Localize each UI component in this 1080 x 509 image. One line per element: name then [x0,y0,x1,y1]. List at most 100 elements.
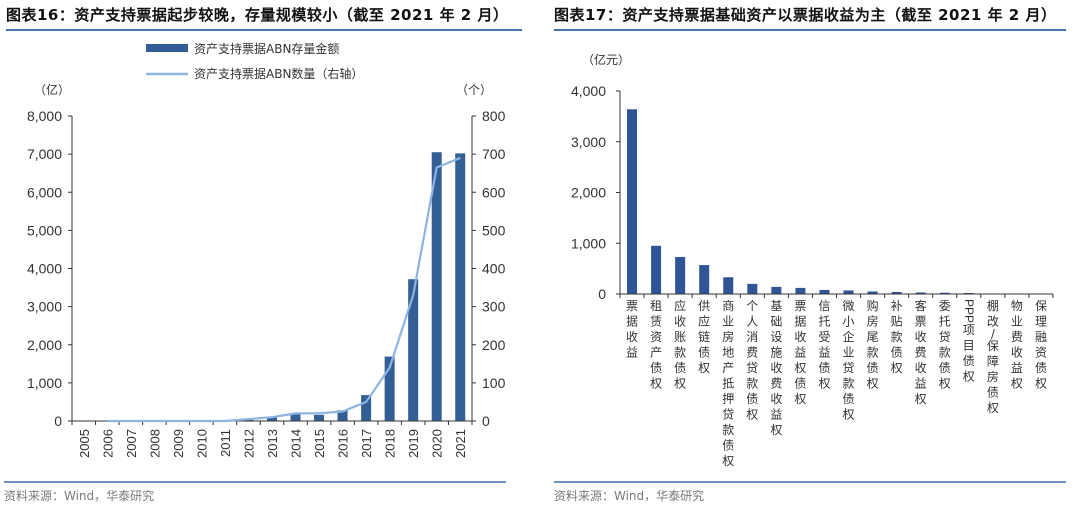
svg-text:购: 购 [867,298,879,313]
svg-text:权: 权 [1011,377,1023,391]
svg-text:资: 资 [1035,346,1047,360]
left-chart-panel: 图表16：资产支持票据起步较晚，存量规模较小（截至 2021 年 2 月） 资产… [4,6,522,503]
x-tick-label: 2006 [100,429,115,458]
svg-text:保: 保 [987,339,999,353]
svg-text:债: 债 [843,392,855,406]
svg-text:益: 益 [1011,361,1023,375]
y-tick-label: 4,000 [571,83,606,99]
svg-text:权: 权 [963,370,975,384]
svg-text:PPP: PPP [962,299,976,323]
svg-text:产: 产 [722,361,734,375]
svg-text:收: 收 [794,330,806,344]
svg-text:微: 微 [843,299,855,313]
svg-text:贷: 贷 [746,361,758,375]
right-y-tick-label: 0 [482,413,490,429]
x-tick-label: 2013 [265,429,280,458]
x-tick-label: 2007 [124,429,139,458]
svg-text:业: 业 [1011,315,1023,329]
bar-2019 [408,279,419,421]
svg-text:棚: 棚 [987,298,999,313]
svg-text:款: 款 [939,346,951,360]
svg-text:票: 票 [794,299,806,313]
svg-text:益: 益 [818,346,830,360]
svg-text:补: 补 [891,299,903,313]
svg-text:权: 权 [867,377,879,391]
svg-text:应: 应 [674,298,686,313]
svg-text:据: 据 [794,315,806,329]
bar-个人消费贷款债权 [747,283,758,294]
y-tick-label: 2,000 [571,185,606,201]
right-axis-unit: （个） [456,83,492,97]
bar-基础设施收费收益权 [771,286,782,294]
y-axis-unit: （亿元） [582,52,630,67]
svg-text:费: 费 [746,346,758,360]
x-tick-label: 2019 [406,429,421,458]
svg-text:款: 款 [891,330,903,344]
x-tick-label: 2015 [312,429,327,458]
bar-票据收益 [627,109,638,295]
bar-补贴款债权 [891,291,902,294]
svg-text:权: 权 [770,423,782,437]
right-title-rule [554,29,1066,31]
x-tick-label: 2018 [383,429,398,458]
count-line [107,156,461,423]
svg-text:个: 个 [746,299,758,313]
x-tick-label: 2011 [218,429,233,457]
svg-text:权: 权 [650,377,662,391]
svg-text:小: 小 [843,315,855,329]
svg-text:债: 债 [650,361,662,375]
svg-text:益: 益 [915,377,927,391]
svg-text:业: 业 [722,315,734,329]
svg-text:债: 债 [746,392,758,406]
svg-text:目: 目 [963,339,975,353]
bar-2013 [267,417,277,421]
svg-text:人: 人 [746,315,758,329]
svg-text:消: 消 [746,330,758,344]
svg-text:施: 施 [770,346,782,360]
left-y-tick-label: 1,000 [27,375,62,391]
right-y-tick-label: 500 [482,222,506,238]
bar-2014 [290,414,301,421]
svg-text:房: 房 [867,314,879,329]
left-source-note: 资料来源：Wind，华泰研究 [4,489,155,503]
svg-text:客: 客 [915,298,927,313]
legend-bar-swatch [146,44,188,52]
right-y-tick-label: 700 [482,146,506,162]
bar-2017 [361,395,372,421]
legend-line-label: 资产支持票据ABN数量（右轴） [194,66,363,81]
x-tick-label: 2017 [359,429,374,458]
svg-text:基: 基 [770,299,782,313]
svg-text:贷: 贷 [843,361,855,375]
svg-text:权: 权 [794,392,806,406]
svg-text:信: 信 [818,299,830,313]
svg-text:保: 保 [1035,299,1047,313]
svg-text:企: 企 [843,329,855,344]
svg-text:障: 障 [987,354,999,369]
svg-text:款: 款 [674,346,686,360]
bar-客票收费收益权 [915,292,926,294]
svg-text:础: 础 [770,315,782,329]
svg-text:债: 债 [1035,361,1047,375]
svg-text:权: 权 [746,408,758,422]
bar-应收账款债权 [675,256,686,294]
left-y-tick-label: 5,000 [27,222,62,238]
svg-text:权: 权 [939,377,951,391]
svg-text:债: 债 [818,361,830,375]
svg-text:收: 收 [770,392,782,406]
svg-text:款: 款 [746,377,758,391]
svg-text:链: 链 [698,329,710,344]
svg-text:收: 收 [915,361,927,375]
right-y-tick-label: 200 [482,337,506,353]
svg-text:房: 房 [722,329,734,344]
bar-2020 [431,152,442,421]
svg-text:尾: 尾 [867,330,879,344]
left-y-tick-label: 7,000 [27,146,62,162]
